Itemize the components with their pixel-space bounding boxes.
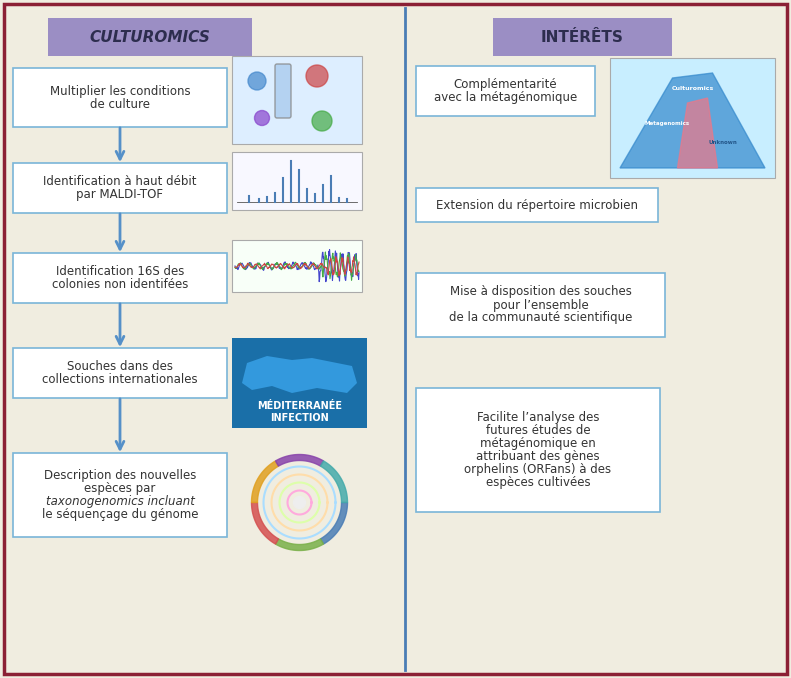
Circle shape bbox=[248, 72, 266, 90]
Text: Metagenomics: Metagenomics bbox=[645, 121, 690, 125]
FancyBboxPatch shape bbox=[13, 163, 227, 213]
Text: de culture: de culture bbox=[90, 98, 150, 111]
FancyBboxPatch shape bbox=[4, 4, 787, 674]
Polygon shape bbox=[275, 539, 324, 551]
Text: Identification 16S des: Identification 16S des bbox=[56, 265, 184, 278]
Text: le séquençage du génome: le séquençage du génome bbox=[42, 508, 199, 521]
FancyBboxPatch shape bbox=[13, 348, 227, 398]
Text: métagénomique en: métagénomique en bbox=[480, 437, 596, 450]
FancyBboxPatch shape bbox=[416, 66, 595, 116]
FancyBboxPatch shape bbox=[13, 68, 227, 127]
Text: de la communauté scientifique: de la communauté scientifique bbox=[448, 311, 632, 325]
Polygon shape bbox=[275, 454, 324, 466]
FancyBboxPatch shape bbox=[13, 253, 227, 303]
Text: Extension du répertoire microbien: Extension du répertoire microbien bbox=[436, 199, 638, 212]
FancyBboxPatch shape bbox=[13, 453, 227, 537]
Text: espèces cultivées: espèces cultivées bbox=[486, 476, 590, 489]
Text: Complémentarité: Complémentarité bbox=[454, 78, 558, 91]
Text: Description des nouvelles: Description des nouvelles bbox=[44, 469, 196, 482]
Circle shape bbox=[293, 496, 305, 508]
Polygon shape bbox=[620, 73, 765, 168]
FancyBboxPatch shape bbox=[275, 64, 291, 118]
Text: pour l’ensemble: pour l’ensemble bbox=[493, 298, 589, 311]
FancyBboxPatch shape bbox=[416, 388, 660, 512]
Polygon shape bbox=[320, 502, 347, 544]
FancyBboxPatch shape bbox=[48, 18, 252, 56]
Polygon shape bbox=[242, 356, 357, 393]
FancyBboxPatch shape bbox=[416, 188, 658, 222]
Text: Unknown: Unknown bbox=[708, 140, 737, 146]
Text: espèces par: espèces par bbox=[85, 482, 156, 495]
Circle shape bbox=[312, 111, 332, 131]
FancyBboxPatch shape bbox=[232, 338, 367, 428]
Circle shape bbox=[255, 111, 270, 125]
Text: INTÉRÊTS: INTÉRÊTS bbox=[541, 30, 624, 45]
Text: orphelins (ORFans) à des: orphelins (ORFans) à des bbox=[464, 463, 611, 476]
Text: attribuant des gènes: attribuant des gènes bbox=[476, 450, 600, 463]
Text: avec la métagénomique: avec la métagénomique bbox=[434, 91, 577, 104]
Text: MÉDITERRANÉE: MÉDITERRANÉE bbox=[257, 401, 342, 411]
Text: Souches dans des: Souches dans des bbox=[67, 360, 173, 373]
Polygon shape bbox=[252, 461, 278, 502]
Text: collections internationales: collections internationales bbox=[42, 373, 198, 386]
Text: Multiplier les conditions: Multiplier les conditions bbox=[50, 85, 191, 98]
Text: taxonogenomics incluant: taxonogenomics incluant bbox=[46, 495, 195, 508]
Text: Mise à disposition des souches: Mise à disposition des souches bbox=[449, 285, 631, 298]
Text: Culturomics: Culturomics bbox=[672, 85, 713, 90]
Polygon shape bbox=[252, 502, 278, 544]
Text: futures études de: futures études de bbox=[486, 424, 590, 437]
FancyBboxPatch shape bbox=[232, 240, 362, 292]
Text: Identification à haut débit: Identification à haut débit bbox=[44, 175, 197, 188]
Text: par MALDI-TOF: par MALDI-TOF bbox=[77, 188, 164, 201]
FancyBboxPatch shape bbox=[232, 152, 362, 210]
FancyBboxPatch shape bbox=[493, 18, 672, 56]
FancyBboxPatch shape bbox=[416, 273, 665, 337]
Polygon shape bbox=[678, 98, 717, 168]
Text: CULTUROMICS: CULTUROMICS bbox=[89, 30, 210, 45]
Polygon shape bbox=[320, 461, 347, 502]
Text: INFECTION: INFECTION bbox=[270, 413, 329, 423]
FancyBboxPatch shape bbox=[610, 58, 775, 178]
Text: colonies non identifées: colonies non identifées bbox=[52, 278, 188, 291]
Circle shape bbox=[306, 65, 328, 87]
FancyBboxPatch shape bbox=[232, 56, 362, 144]
Text: Facilite l’analyse des: Facilite l’analyse des bbox=[477, 411, 600, 424]
